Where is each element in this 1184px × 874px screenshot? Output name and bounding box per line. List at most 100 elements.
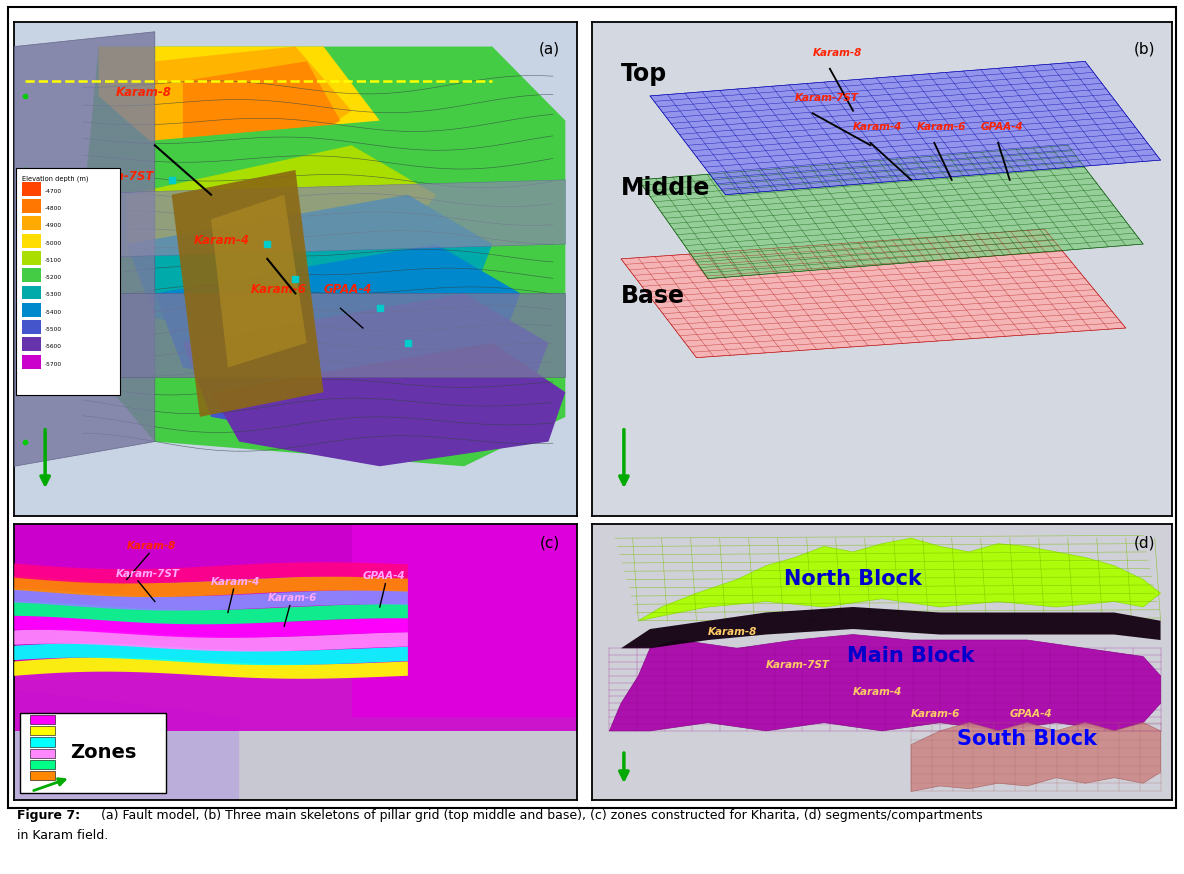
Text: GPAA-4: GPAA-4 <box>363 572 406 581</box>
Text: Elevation depth (m): Elevation depth (m) <box>21 176 88 183</box>
Polygon shape <box>14 22 577 516</box>
Bar <box>30 738 56 746</box>
Text: (d): (d) <box>1133 536 1154 551</box>
Text: -5300: -5300 <box>45 293 63 297</box>
Bar <box>21 268 41 282</box>
Polygon shape <box>211 195 307 368</box>
Polygon shape <box>622 607 1160 649</box>
Text: GPAA-4: GPAA-4 <box>323 283 372 296</box>
FancyBboxPatch shape <box>20 713 166 793</box>
Bar <box>21 337 41 351</box>
Polygon shape <box>155 46 352 170</box>
Bar <box>21 199 41 213</box>
Polygon shape <box>610 635 1160 731</box>
Text: Karam-8: Karam-8 <box>812 48 862 59</box>
Text: GPAA-4: GPAA-4 <box>980 122 1023 133</box>
Polygon shape <box>14 524 577 731</box>
Bar <box>30 715 56 724</box>
Polygon shape <box>622 229 1126 357</box>
Bar <box>21 355 41 369</box>
Polygon shape <box>155 244 521 392</box>
Polygon shape <box>14 615 407 638</box>
Text: Middle: Middle <box>622 176 710 199</box>
Polygon shape <box>43 294 566 378</box>
Polygon shape <box>14 576 407 597</box>
Bar <box>30 760 56 769</box>
Text: Main Block: Main Block <box>848 646 974 666</box>
FancyBboxPatch shape <box>15 168 120 395</box>
Polygon shape <box>14 562 407 584</box>
Text: Base: Base <box>622 284 686 309</box>
Text: Top: Top <box>622 62 668 87</box>
Polygon shape <box>98 121 464 269</box>
Text: Karam-6: Karam-6 <box>916 122 966 133</box>
Text: -4800: -4800 <box>45 206 63 211</box>
Bar <box>30 772 56 780</box>
Text: -4900: -4900 <box>45 223 63 228</box>
Text: -5600: -5600 <box>45 344 62 350</box>
Text: -5400: -5400 <box>45 309 63 315</box>
Polygon shape <box>182 294 548 441</box>
Text: -5200: -5200 <box>45 275 63 281</box>
Bar <box>30 749 56 758</box>
Text: -5000: -5000 <box>45 240 63 246</box>
Bar <box>30 726 56 735</box>
Text: -5500: -5500 <box>45 327 63 332</box>
Text: Karam-6: Karam-6 <box>251 283 307 296</box>
Text: Karam-8: Karam-8 <box>708 627 758 636</box>
Text: Karam-8: Karam-8 <box>127 541 176 551</box>
Text: (b): (b) <box>1133 42 1154 57</box>
Polygon shape <box>211 343 566 467</box>
Polygon shape <box>127 145 436 294</box>
Polygon shape <box>172 170 323 417</box>
Polygon shape <box>650 61 1160 195</box>
Polygon shape <box>14 588 407 611</box>
Text: Karam-4: Karam-4 <box>854 122 902 133</box>
Text: South Block: South Block <box>957 729 1098 749</box>
Text: Karam-4: Karam-4 <box>211 577 260 587</box>
Text: GPAA-4: GPAA-4 <box>1010 709 1053 719</box>
Text: Figure 7:: Figure 7: <box>17 809 79 822</box>
Polygon shape <box>14 601 407 624</box>
Text: Zones: Zones <box>71 744 137 762</box>
Polygon shape <box>43 180 566 259</box>
Polygon shape <box>352 524 577 717</box>
Text: Karam-4: Karam-4 <box>194 234 250 247</box>
Text: in Karam field.: in Karam field. <box>17 829 108 842</box>
Text: -5700: -5700 <box>45 362 63 366</box>
Text: Karam-7ST: Karam-7ST <box>796 93 860 103</box>
Text: Karam-6: Karam-6 <box>912 709 960 719</box>
Polygon shape <box>14 643 407 665</box>
Polygon shape <box>14 657 407 679</box>
Text: -4700: -4700 <box>45 189 63 194</box>
Text: (a): (a) <box>539 42 560 57</box>
Polygon shape <box>71 46 566 467</box>
Polygon shape <box>14 524 577 676</box>
Text: North Block: North Block <box>784 569 922 589</box>
Bar <box>21 251 41 265</box>
Text: Karam-7ST: Karam-7ST <box>82 170 154 183</box>
Bar <box>21 302 41 316</box>
Polygon shape <box>638 145 1144 279</box>
Polygon shape <box>14 629 407 651</box>
Text: (c): (c) <box>540 536 560 551</box>
Text: Karam-6: Karam-6 <box>268 593 316 603</box>
Polygon shape <box>638 538 1160 621</box>
Text: -5100: -5100 <box>45 258 62 263</box>
Polygon shape <box>182 61 341 180</box>
Polygon shape <box>14 690 239 800</box>
Polygon shape <box>912 723 1160 792</box>
Polygon shape <box>14 524 577 800</box>
Polygon shape <box>14 31 155 467</box>
Text: Karam-7ST: Karam-7ST <box>766 660 830 669</box>
Polygon shape <box>98 46 380 195</box>
Text: Karam-8: Karam-8 <box>116 86 172 99</box>
Bar <box>21 286 41 300</box>
Polygon shape <box>127 195 493 343</box>
Bar <box>21 217 41 230</box>
Text: Karam-4: Karam-4 <box>854 687 902 697</box>
Text: (a) Fault model, (b) Three main skeletons of pillar grid (top middle and base), : (a) Fault model, (b) Three main skeleton… <box>97 809 983 822</box>
Bar <box>21 182 41 196</box>
Bar <box>21 320 41 334</box>
Bar <box>21 233 41 247</box>
